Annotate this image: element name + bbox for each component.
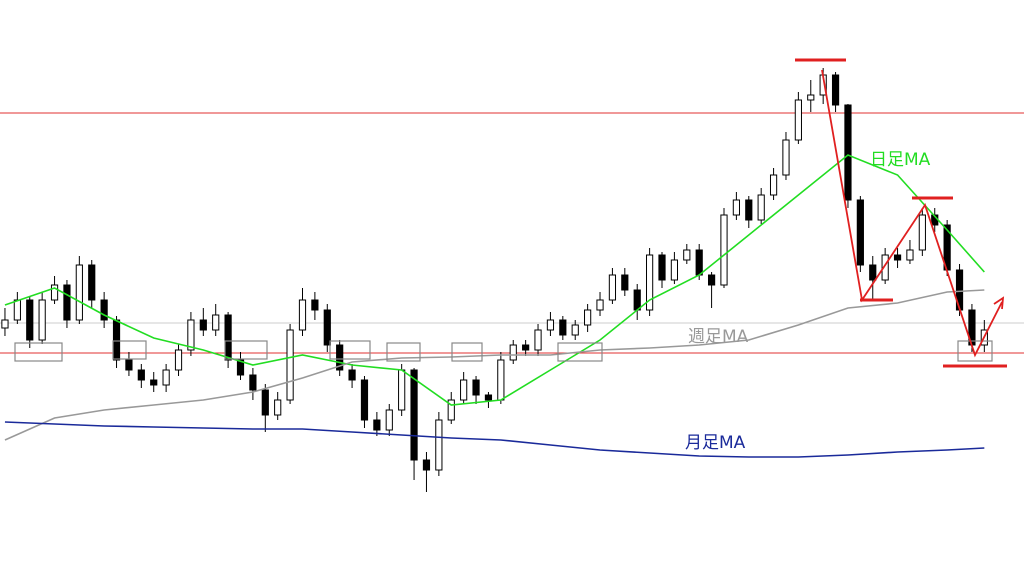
zone-box [451, 342, 483, 362]
candle-body [807, 94, 815, 101]
ma-line [4, 289, 985, 441]
candle-body [472, 379, 480, 396]
candle-body [844, 104, 852, 201]
candle-body [1, 319, 9, 329]
candle-body [224, 314, 232, 361]
candle-body [509, 344, 517, 361]
candle-body [683, 249, 691, 261]
zone-box [14, 342, 63, 362]
candle-body [769, 174, 778, 196]
candle-body [137, 369, 145, 381]
candle-body [831, 74, 840, 106]
candle-body [410, 369, 418, 461]
candle-body [522, 344, 530, 351]
candle-body [199, 319, 207, 331]
candle-body [187, 319, 195, 351]
candle-body [311, 299, 319, 311]
candle-body [782, 139, 790, 176]
candle-body [608, 274, 617, 301]
candle-body [757, 194, 765, 221]
candle-body [38, 299, 46, 341]
candle-body [534, 329, 542, 351]
arrow-head [993, 296, 1005, 310]
candle-body [447, 399, 455, 421]
candle-body [559, 319, 567, 336]
candle-body [88, 264, 96, 301]
candle-body [286, 329, 294, 401]
ma-line [4, 154, 985, 406]
candle-body [695, 249, 703, 276]
candle-body [422, 459, 431, 471]
ma-label: 日足MA [870, 150, 931, 170]
zone-box [957, 340, 993, 362]
candle-body [298, 299, 307, 331]
candle-body [323, 309, 331, 346]
zone-box [329, 340, 371, 360]
candle-body [13, 299, 21, 321]
candle-body [893, 254, 902, 261]
zone-box [557, 342, 603, 362]
candle-body [720, 214, 728, 286]
candle-body [125, 359, 133, 371]
zone-box [386, 342, 421, 362]
candle-body [906, 249, 914, 261]
candle-body [50, 284, 59, 301]
candle-body [794, 99, 802, 141]
candle-body [212, 314, 220, 331]
candle-body [460, 379, 468, 401]
candle-body [918, 214, 926, 251]
candle-body [869, 264, 877, 281]
candle-body [348, 369, 356, 381]
candle-body [633, 289, 641, 311]
candle-body [373, 419, 381, 431]
candle-body [546, 319, 555, 331]
candle-body [75, 264, 83, 321]
candle-body [150, 379, 158, 386]
candle-body [100, 299, 108, 321]
candle-body [236, 359, 245, 376]
candle-body [732, 199, 740, 216]
candle-body [435, 419, 443, 471]
ma-line [4, 421, 985, 458]
candle-body [484, 394, 493, 401]
candle-body [261, 389, 269, 416]
candle-body [856, 199, 864, 266]
candle-body [745, 199, 753, 221]
candle-body [26, 299, 34, 341]
ma-label: 月足MA [685, 433, 746, 453]
chart-body [0, 68, 1024, 492]
candle-body [621, 274, 629, 291]
candle-body [174, 349, 183, 371]
candle-body [360, 379, 369, 421]
candle-body [658, 254, 666, 281]
candle-body [112, 319, 121, 361]
candle-body [670, 259, 679, 281]
candle-body [336, 344, 344, 371]
candle-body [274, 399, 282, 416]
candle-body [596, 299, 604, 311]
candle-body [385, 409, 393, 431]
candle-body [162, 369, 170, 386]
candle-body [249, 374, 257, 391]
ma-label: 週足MA [688, 327, 749, 347]
candle-body [881, 254, 889, 281]
annotations [14, 58, 1007, 368]
candle-body [398, 369, 406, 411]
zigzag [821, 69, 1003, 358]
candle-body [63, 284, 71, 321]
candle-body [584, 309, 592, 326]
zone-box [224, 340, 268, 360]
zone-box [112, 340, 147, 360]
candle-body [571, 324, 579, 336]
candle-body [646, 254, 654, 311]
candle-body [707, 274, 716, 286]
candle-body [497, 359, 505, 401]
